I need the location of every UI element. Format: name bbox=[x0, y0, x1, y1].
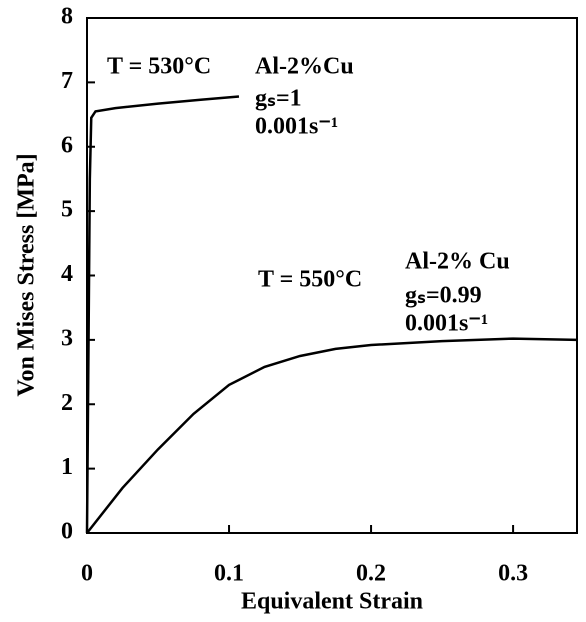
annotation: T = 550°C bbox=[258, 267, 362, 293]
annotation: Al-2% Cu bbox=[405, 249, 510, 275]
annotation: gₛ=0.99 bbox=[405, 283, 482, 309]
annotation: T = 530°C bbox=[107, 54, 211, 80]
annotation: 0.001s⁻¹ bbox=[255, 114, 338, 140]
annotation: gₛ=1 bbox=[255, 86, 302, 112]
data-line bbox=[85, 95, 240, 534]
x-axis-title: Equivalent Strain bbox=[241, 589, 423, 615]
y-tick-label: 5 bbox=[61, 197, 73, 223]
y-tick-label: 1 bbox=[61, 454, 73, 480]
y-tick-label: 8 bbox=[61, 4, 73, 30]
y-tick-label: 4 bbox=[61, 261, 73, 287]
y-tick-label: 0 bbox=[61, 519, 73, 545]
y-tick-label: 2 bbox=[61, 390, 73, 416]
y-tick-label: 6 bbox=[61, 132, 73, 158]
x-tick-label: 0 bbox=[81, 561, 93, 587]
x-tick-label: 0.2 bbox=[356, 561, 386, 587]
data-line bbox=[86, 337, 578, 534]
annotation: Al-2%Cu bbox=[255, 54, 354, 80]
x-tick-label: 0.3 bbox=[498, 561, 528, 587]
annotation: 0.001s⁻¹ bbox=[405, 311, 488, 337]
x-tick-label: 0.1 bbox=[214, 561, 244, 587]
y-tick-label: 7 bbox=[61, 68, 73, 94]
y-axis-title: Von Mises Stress [MPa] bbox=[14, 153, 40, 396]
y-tick-label: 3 bbox=[61, 325, 73, 351]
